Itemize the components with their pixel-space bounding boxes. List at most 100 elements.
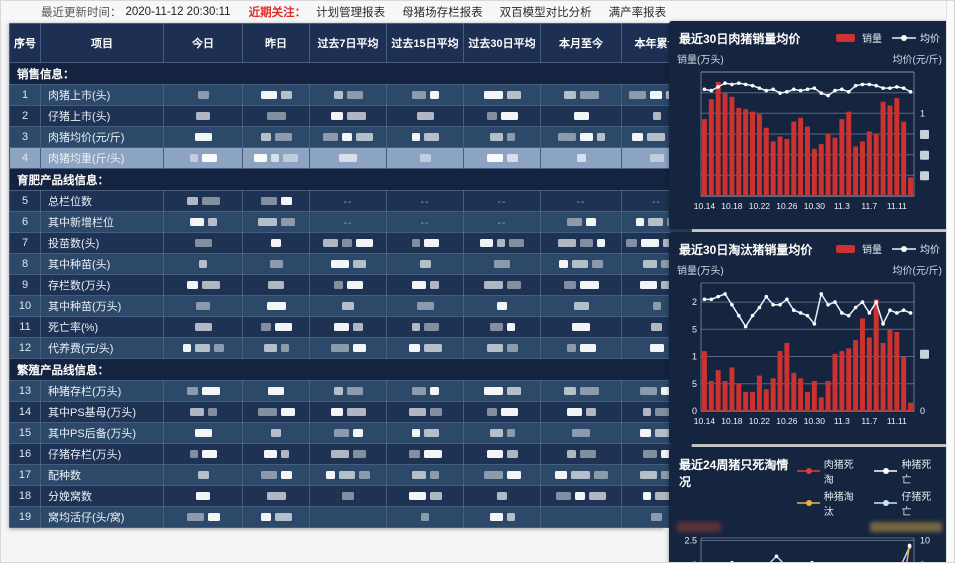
row-label: 其中新增栏位: [40, 211, 164, 233]
col-header: 序号: [9, 23, 41, 63]
redaction-block: [625, 238, 637, 247]
panel-title: 最近30日淘汰猪销量均价: [679, 243, 813, 257]
redaction-block: [339, 470, 355, 479]
table-row[interactable]: 13 种猪存栏(万头): [9, 380, 692, 402]
redaction-block: [197, 470, 209, 479]
redaction-block: [570, 470, 590, 479]
redaction-block: [201, 449, 217, 458]
value-cell-redacted: --: [463, 190, 541, 212]
svg-text:10.14: 10.14: [694, 201, 716, 211]
redaction-block: [652, 111, 661, 120]
redaction-block: [423, 343, 442, 352]
panel-title: 最近24周猪只死淘情况: [679, 458, 789, 489]
redaction-block: [346, 90, 363, 99]
redaction-block: [596, 132, 605, 141]
table-row[interactable]: 3 肉猪均价(元/斤): [9, 126, 692, 148]
redaction-block: [271, 153, 279, 162]
row-label: 种猪存栏(万头): [40, 380, 164, 402]
redaction-block: [506, 153, 518, 162]
table-header-row: 序号 项目 今日 昨日 过去7日平均 过去15日平均 过去30日平均 本月至今 本年累计: [9, 23, 692, 63]
table-row[interactable]: 14 其中PS基母(万头): [9, 401, 692, 423]
row-number: 9: [9, 274, 41, 296]
redaction-block: [655, 428, 673, 437]
table-row[interactable]: 2 仔猪上市(头): [9, 105, 692, 127]
redaction-block: [640, 280, 657, 289]
table-row[interactable]: 7 投苗数(头): [9, 232, 692, 254]
table-row[interactable]: 9 存栏数(万头): [9, 274, 692, 296]
redaction-block: [260, 132, 271, 141]
value-cell-redacted: [386, 84, 464, 106]
redaction-block: [411, 280, 426, 289]
table-row[interactable]: 19 窝均活仔(头/窝): [9, 506, 692, 528]
report-link-0[interactable]: 计划管理报表: [316, 6, 386, 19]
redaction-block: [194, 132, 212, 141]
redaction-block: [356, 132, 373, 141]
report-link-2[interactable]: 双百模型对比分析: [499, 6, 592, 19]
value-cell-redacted: [242, 190, 310, 212]
legend-item-销量[interactable]: 销量: [834, 241, 882, 256]
redaction-block: [352, 449, 366, 458]
legend-item-均价[interactable]: 均价: [892, 30, 940, 45]
row-number: 17: [9, 464, 41, 486]
redaction-block: [429, 386, 439, 395]
redaction-block: [579, 449, 596, 458]
panel-title: 最近30日肉猪销量均价: [679, 32, 801, 46]
table-row[interactable]: 12 代养费(元/头): [9, 337, 692, 359]
legend-item-仔猪死亡[interactable]: 仔猪死亡: [874, 488, 940, 518]
table-row[interactable]: 16 仔猪存栏(万头): [9, 443, 692, 465]
value-cell-redacted: [386, 295, 464, 317]
svg-text:1: 1: [920, 108, 925, 118]
redaction-block: [326, 470, 335, 479]
table-row[interactable]: 15 其中PS后备(万头): [9, 422, 692, 444]
table-row[interactable]: 1 肉猪上市(头): [9, 84, 692, 106]
redaction-block: [483, 280, 503, 289]
value-cell-redacted: [540, 147, 622, 169]
table-row[interactable]: 5 总栏位数 -- -- -- -- --: [9, 190, 692, 212]
redaction-block: [411, 428, 420, 437]
redaction-block: [342, 301, 354, 310]
value-cell-redacted: [386, 316, 464, 338]
redaction-block: [489, 428, 503, 437]
table-row[interactable]: 4 肉猪均重(斤/头): [9, 147, 692, 169]
table-row[interactable]: 11 死亡率(%): [9, 316, 692, 338]
death-cull-chart[interactable]: 2.521.51086: [669, 532, 950, 563]
redaction-block: [356, 238, 373, 247]
redaction-block: [333, 386, 343, 395]
right-axis-label: 均价(元/斤): [892, 266, 942, 277]
redaction-block: [196, 491, 210, 500]
value-cell-redacted: [463, 147, 541, 169]
pig-sales-price-chart[interactable]: 1 10.14 10.18 10.22 10.26 10.30 11.3 11.7 11.11: [669, 66, 950, 214]
row-label: 其中种苗(万头): [40, 295, 164, 317]
redaction-block: [579, 238, 593, 247]
table-row[interactable]: 10 其中种苗(万头): [9, 295, 692, 317]
table-row[interactable]: 17 配种数: [9, 464, 692, 486]
legend-item-销量[interactable]: 销量: [834, 30, 882, 45]
svg-text:10: 10: [920, 535, 930, 545]
page-scrollbar[interactable]: [946, 1, 954, 562]
legend-item-种猪淘汰[interactable]: 种猪淘汰: [796, 488, 863, 518]
redaction-block: [266, 111, 286, 120]
table-row[interactable]: 6 其中新增栏位 -- -- --: [9, 211, 692, 233]
value-cell-redacted: [386, 105, 464, 127]
table-row[interactable]: 18 分娩窝数: [9, 485, 692, 507]
redaction-block: [342, 132, 352, 141]
redaction-block: [566, 407, 582, 416]
svg-text:11.3: 11.3: [834, 201, 850, 211]
redaction-block: [585, 407, 596, 416]
row-label: 仔猪存栏(万头): [40, 443, 164, 465]
value-cell-redacted: [309, 506, 387, 528]
value-cell-redacted: [540, 211, 622, 233]
report-link-1[interactable]: 母猪场存栏报表: [402, 6, 483, 19]
value-cell-redacted: [386, 274, 464, 296]
legend-item-均价[interactable]: 均价: [892, 241, 940, 256]
redaction-block: [566, 449, 576, 458]
table-row[interactable]: 8 其中种苗(头): [9, 253, 692, 275]
legend-item-种猪死亡[interactable]: 种猪死亡: [874, 456, 940, 486]
report-link-3[interactable]: 满产率报表: [608, 6, 667, 19]
row-number: 7: [9, 232, 41, 254]
value-cell-redacted: [163, 316, 243, 338]
redaction-block: [648, 217, 663, 226]
redaction-block: [655, 491, 670, 500]
legend-item-肉猪死淘[interactable]: 肉猪死淘: [796, 456, 863, 486]
